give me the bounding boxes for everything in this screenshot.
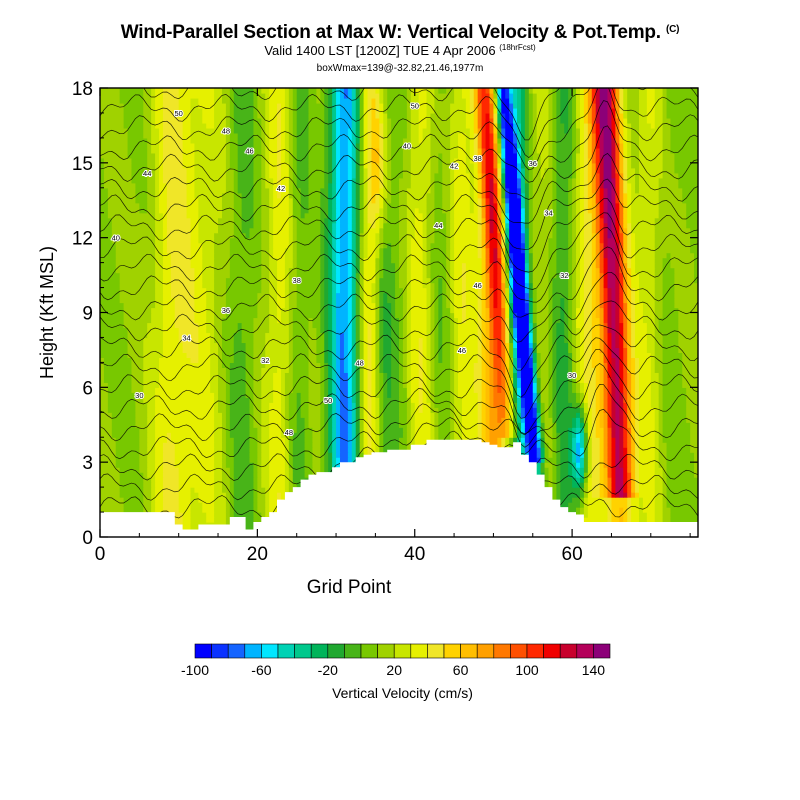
isentrope-line	[100, 337, 698, 419]
isentrope-label: 30	[568, 371, 576, 380]
colorbar-tick-label: 100	[515, 662, 539, 678]
colorbar-swatch	[576, 643, 594, 659]
colorbar-swatch	[377, 643, 395, 659]
colorbar-tick-label: 20	[386, 662, 402, 678]
colorbar-swatch	[443, 643, 461, 659]
isentrope-line	[100, 408, 698, 462]
isentrope-label: 32	[560, 271, 568, 280]
title-mark: (C)	[665, 24, 680, 35]
colorbar-swatch	[277, 643, 295, 659]
colorbar-swatch	[327, 643, 345, 659]
colorbar-swatch	[493, 643, 511, 659]
isentrope-label: 38	[474, 154, 482, 163]
y-tick-label: 9	[82, 304, 93, 325]
colorbar-swatch	[526, 643, 544, 659]
colorbar-swatch	[294, 643, 312, 659]
isentrope-label: 40	[112, 234, 120, 243]
isentrope-label: 48	[285, 428, 293, 437]
y-tick-label: 6	[82, 378, 93, 399]
colorbar-swatch	[310, 643, 329, 659]
isentrope-label: 40	[403, 141, 411, 150]
colorbar-swatch	[194, 643, 212, 659]
isentrope-label: 44	[434, 221, 442, 230]
isentrope-label: 30	[135, 391, 143, 400]
y-tick-label: 18	[72, 79, 93, 100]
colorbar-tick-label: -60	[251, 662, 271, 678]
colorbar-swatch	[360, 643, 378, 659]
isentrope-label: 48	[222, 126, 230, 135]
isentrope-line	[100, 178, 698, 250]
isentrope-line	[100, 125, 698, 200]
colorbar-swatch	[244, 643, 262, 659]
y-axis-label: Height (Kft MSL)	[37, 246, 57, 379]
x-tick-label: 20	[247, 544, 268, 565]
x-tick-label: 60	[562, 544, 583, 565]
chart-info-line: boxWmax=139@-32.82,21.46,1977m	[316, 63, 484, 74]
isentrope-label: 36	[529, 159, 537, 168]
isentrope-line	[100, 88, 698, 159]
isentrope-line	[100, 271, 698, 343]
colorbar-swatch	[261, 643, 279, 659]
isentrope-label: 46	[474, 281, 482, 290]
colorbar-swatch	[593, 643, 611, 659]
colorbar-swatch	[393, 643, 412, 659]
x-tick-label: 0	[95, 544, 106, 565]
colorbar-swatch	[510, 643, 528, 659]
isentrope-label: 36	[222, 306, 230, 315]
colorbar-tick-label: 60	[453, 662, 469, 678]
isentrope-line	[100, 212, 698, 290]
isentrope-line	[100, 152, 698, 224]
colorbar-swatch	[460, 643, 478, 659]
x-axis-label: Grid Point	[307, 577, 392, 598]
isentrope-line	[100, 384, 698, 442]
isentrope-line	[100, 88, 698, 171]
isentrope-line	[100, 227, 698, 303]
colorbar-tick-label: -100	[181, 662, 209, 678]
isentrope-contours: 50 48 46 44 42 40 38 36 34 32 30 50 48 46 44 42 40 38 36 34…	[100, 88, 698, 529]
isentrope-label: 38	[293, 276, 301, 285]
colorbar-swatch	[344, 643, 362, 659]
isentrope-label: 50	[324, 396, 332, 405]
y-tick-label: 12	[72, 229, 93, 250]
isentrope-line	[100, 324, 698, 398]
isentrope-line	[100, 198, 698, 273]
chart-title: Wind-Parallel Section at Max W: Vertical…	[120, 22, 680, 43]
isentrope-label: 50	[175, 109, 183, 118]
y-tick-label: 0	[82, 528, 93, 549]
isentrope-label: 50	[411, 101, 419, 110]
y-tick-label: 3	[82, 453, 93, 474]
colorbar-tick-label: 140	[582, 662, 606, 678]
isentrope-label: 32	[261, 356, 269, 365]
isentrope-line	[100, 300, 698, 371]
isentrope-label: 42	[277, 184, 285, 193]
colorbar-swatch	[211, 643, 229, 659]
x-tick-label: 40	[404, 544, 425, 565]
isentrope-label: 46	[458, 346, 466, 355]
colorbar-label: Vertical Velocity (cm/s)	[332, 685, 473, 701]
colorbar-swatch	[543, 643, 561, 659]
colorbar-swatch	[410, 643, 428, 659]
isentrope-label: 48	[355, 358, 363, 367]
isentrope-line	[100, 362, 698, 448]
isentrope-label: 44	[143, 169, 151, 178]
isentrope-line	[100, 246, 698, 318]
colorbar-tick-label: -20	[318, 662, 338, 678]
subtitle-note: (18hrFcst)	[499, 43, 536, 52]
colorbar-swatch	[559, 643, 578, 659]
isentrope-label: 42	[450, 161, 458, 170]
colorbar-swatch	[476, 643, 495, 659]
isentrope-label: 34	[544, 209, 552, 218]
isentrope-label: 34	[182, 333, 190, 342]
terrain-mask	[100, 439, 698, 537]
isentrope-line	[100, 348, 698, 436]
colorbar-swatch	[427, 643, 445, 659]
colorbar-swatch	[227, 643, 246, 659]
isentrope-label: 46	[245, 146, 253, 155]
isentrope-line	[100, 100, 698, 183]
chart-subtitle: Valid 1400 LST [1200Z] TUE 4 Apr 2006 (1…	[264, 43, 536, 58]
y-tick-label: 15	[72, 154, 93, 175]
